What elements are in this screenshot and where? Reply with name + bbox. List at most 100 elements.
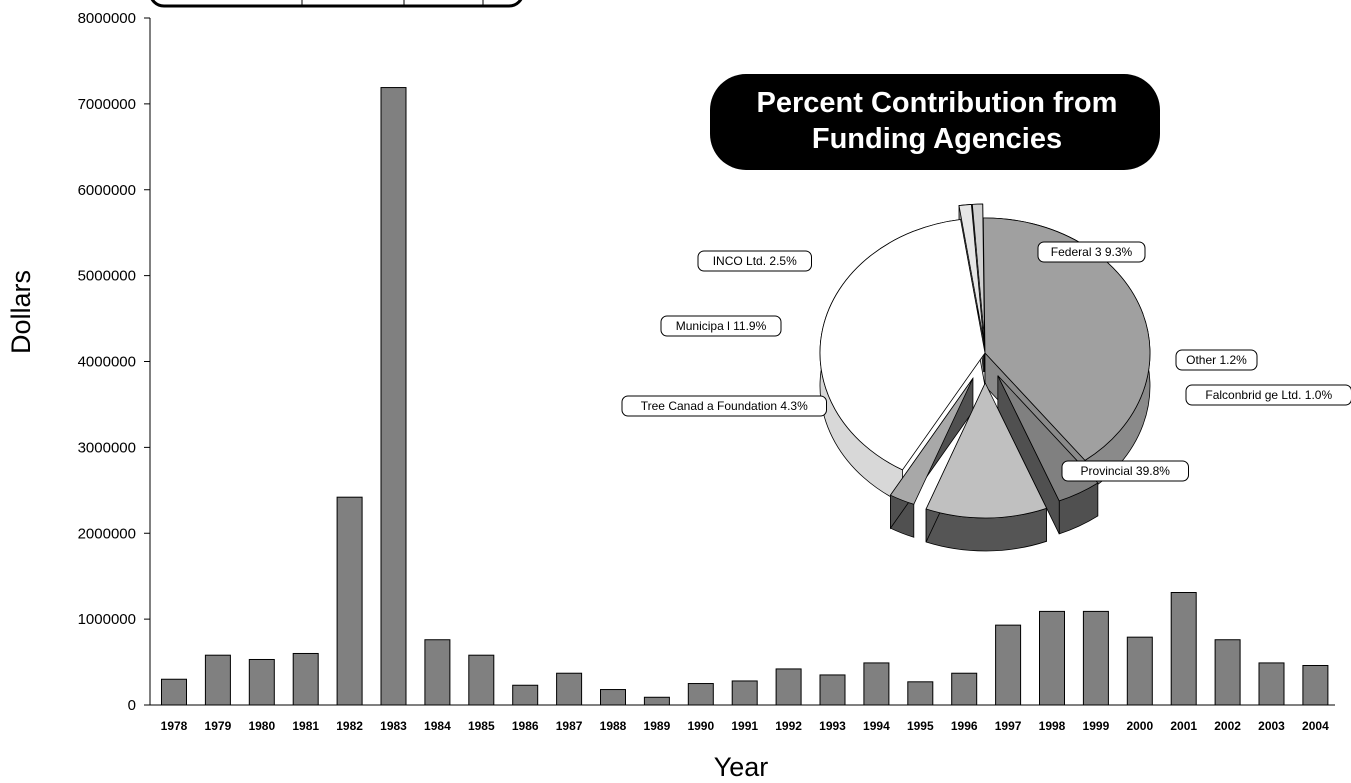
x-axis-ticks: 1978 1979 1980 1981 1982 1983 1984 1985 1986 1987… — [161, 719, 1329, 733]
pie-label-1: Other 1.2% — [1175, 349, 1258, 371]
x-tick-label: 1993 — [819, 719, 846, 733]
bar-1988 — [600, 689, 626, 706]
x-tick-label: 1994 — [863, 719, 890, 733]
bar-1991 — [731, 680, 758, 706]
pie-label-3: Provincial 39.8% — [1061, 460, 1189, 482]
bar-2001 — [1170, 592, 1197, 706]
pie-label-box — [1037, 241, 1146, 263]
pie-slice-5 — [925, 382, 1048, 519]
x-tick-label: 1981 — [292, 719, 319, 733]
x-tick-label: 1995 — [907, 719, 934, 733]
y-axis-title: Dollars — [6, 270, 36, 354]
pie-slice-3 — [982, 217, 1151, 461]
pie-label-box — [621, 395, 827, 417]
pie-label-0: Federal 3 9.3% — [1037, 241, 1146, 263]
pie-slice-2 — [971, 203, 985, 340]
bar-1992 — [775, 668, 802, 706]
x-tick-label: 1986 — [512, 719, 539, 733]
bar-1989 — [643, 696, 670, 706]
pie-label-box — [1175, 349, 1258, 371]
pie-label-5: Municipa l 11.9% — [660, 315, 782, 337]
pie-label-box — [660, 315, 782, 337]
bar-2004 — [1302, 664, 1329, 706]
bar-2003 — [1258, 662, 1285, 706]
bar-1987 — [556, 672, 583, 706]
y-tick-label: 3000000 — [78, 439, 136, 456]
pie-label-box — [697, 250, 812, 272]
bar-1990 — [687, 683, 714, 706]
y-tick-label: 4000000 — [78, 354, 136, 371]
x-tick-label: 1991 — [731, 719, 758, 733]
bar-chart: 0 1000000 2000000 3000000 4000000 5000000 6000… — [6, 10, 1335, 782]
x-tick-label: 2001 — [1170, 719, 1197, 733]
x-tick-label: 1982 — [336, 719, 363, 733]
y-tick-label: 8000000 — [78, 10, 136, 27]
pie-labels: Federal 3 9.3% Other 1.2% Falconbrid ge Lt… — [621, 241, 1351, 482]
x-tick-label: 1980 — [248, 719, 275, 733]
pie-title-line-1: Percent Contribution from — [757, 87, 1118, 119]
x-tick-label: 2004 — [1302, 719, 1329, 733]
x-tick-label: 1997 — [995, 719, 1022, 733]
pie-label-text: Falconbrid ge Ltd. 1.0% — [1205, 388, 1332, 402]
x-tick-label: 1988 — [600, 719, 627, 733]
pie-label-text: Tree Canad a Foundation 4.3% — [641, 399, 808, 413]
pie-slice-6 — [889, 378, 974, 505]
bar-1998 — [1039, 610, 1065, 706]
x-tick-label: 1989 — [644, 719, 671, 733]
y-tick-label: 1000000 — [78, 611, 136, 628]
x-tick-label: 2003 — [1258, 719, 1285, 733]
bar-1981 — [292, 652, 319, 706]
x-tick-label: 1990 — [687, 719, 714, 733]
bar-1979 — [204, 654, 231, 706]
pie-label-text: Other 1.2% — [1186, 353, 1247, 367]
y-tick-label: 6000000 — [78, 182, 136, 199]
bar-1984 — [424, 639, 451, 706]
pie-slices — [819, 203, 1151, 519]
pie-slice-0 — [819, 219, 986, 471]
bar-1983 — [380, 87, 407, 706]
y-tick-label: 5000000 — [78, 268, 136, 285]
x-tick-label: 2002 — [1214, 719, 1241, 733]
bar-1997 — [995, 624, 1022, 706]
bar-1996 — [951, 672, 978, 706]
pie-title-box: Percent Contribution from Funding Agenci… — [710, 74, 1160, 170]
pie-label-box — [1061, 460, 1189, 482]
bar-1978 — [161, 678, 187, 706]
x-tick-label: 1996 — [951, 719, 978, 733]
bar-1982 — [336, 496, 363, 706]
x-tick-label: 1999 — [1083, 719, 1110, 733]
x-axis-title: Year — [714, 752, 769, 782]
bar-1986 — [512, 684, 539, 706]
bar-1999 — [1082, 610, 1109, 706]
pie-label-text: Federal 3 9.3% — [1051, 245, 1133, 259]
pie-slice-1 — [958, 204, 984, 340]
pie-chart: Percent Contribution from Funding Agenci… — [621, 74, 1351, 552]
y-axis-ticks: 0 1000000 2000000 3000000 4000000 5000000 6000… — [78, 10, 150, 714]
y-tick-label: 7000000 — [78, 96, 136, 113]
x-tick-label: 1978 — [161, 719, 188, 733]
pie-label-box — [1185, 384, 1351, 406]
bar-1985 — [468, 654, 495, 706]
x-tick-label: 1984 — [424, 719, 451, 733]
pie-label-text: Municipa l 11.9% — [676, 319, 767, 333]
legend-box-partial — [150, 0, 523, 8]
x-tick-label: 1979 — [205, 719, 232, 733]
x-tick-label: 1987 — [556, 719, 583, 733]
bar-2000 — [1126, 636, 1153, 706]
x-tick-label: 1992 — [775, 719, 802, 733]
bar-1995 — [907, 681, 934, 706]
x-tick-label: 1983 — [380, 719, 407, 733]
y-tick-label: 0 — [128, 697, 136, 714]
pie-label-4: Tree Canad a Foundation 4.3% — [621, 395, 827, 417]
x-tick-label: 2000 — [1126, 719, 1153, 733]
pie-label-6: INCO Ltd. 2.5% — [697, 250, 812, 272]
y-tick-label: 2000000 — [78, 525, 136, 542]
x-tick-label: 1985 — [468, 719, 495, 733]
bar-1993 — [819, 674, 846, 706]
bar-1980 — [248, 658, 275, 706]
pie-title-line-2: Funding Agencies — [812, 123, 1062, 155]
bars — [161, 87, 1329, 706]
x-tick-label: 1998 — [1039, 719, 1066, 733]
bar-1994 — [863, 662, 890, 706]
